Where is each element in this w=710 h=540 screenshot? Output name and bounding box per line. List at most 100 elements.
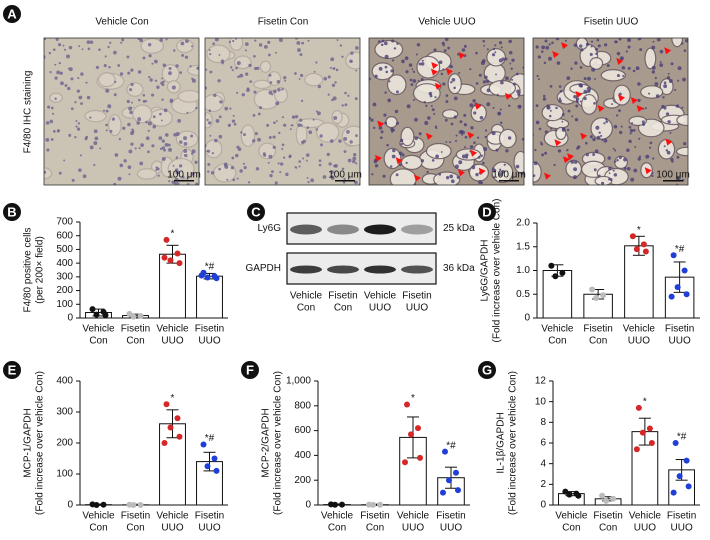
nucleus [400, 142, 403, 146]
image-border [368, 37, 525, 186]
nucleus [318, 163, 322, 167]
x-tick-label: UUO [671, 523, 693, 534]
nucleus [45, 121, 50, 125]
tubule [385, 116, 398, 129]
tubule [176, 39, 194, 54]
nucleus [161, 146, 166, 150]
nucleus [593, 168, 597, 172]
data-point [648, 440, 655, 446]
nucleus [113, 93, 117, 97]
nucleus [449, 174, 454, 179]
nucleus [515, 72, 519, 76]
nucleus [67, 86, 71, 91]
nucleus [152, 115, 156, 119]
nucleus [195, 182, 199, 185]
nucleus [401, 59, 405, 64]
nucleus [618, 130, 623, 135]
nucleus [114, 80, 117, 84]
nucleus [228, 40, 232, 44]
y-axis-label: Ly6G/GAPDH [480, 240, 491, 302]
nucleus [237, 147, 242, 151]
nucleus [152, 124, 157, 129]
nucleus [131, 101, 133, 104]
nucleus [651, 171, 654, 175]
arrowhead [478, 167, 486, 175]
nucleus [332, 67, 336, 70]
nucleus [207, 170, 210, 173]
nucleus [52, 130, 56, 133]
nucleus [516, 89, 520, 94]
nucleus [412, 79, 417, 83]
significance: *# [677, 432, 687, 443]
nucleus [306, 126, 310, 129]
nucleus [113, 182, 117, 185]
nucleus [538, 78, 541, 81]
nucleus [494, 44, 497, 47]
data-point [681, 267, 688, 274]
nucleus [623, 167, 627, 170]
band [401, 265, 433, 274]
nucleus [82, 174, 87, 179]
nucleus [627, 38, 631, 43]
nucleus [62, 44, 65, 47]
nucleus [312, 118, 315, 121]
arrowhead [618, 94, 626, 102]
nucleus [114, 153, 119, 157]
nucleus [268, 53, 271, 57]
nucleus [281, 116, 284, 119]
nucleus [441, 41, 445, 45]
nucleus [666, 150, 671, 155]
x-tick-label: Fisetin [665, 324, 694, 335]
nucleus [425, 104, 428, 107]
nucleus [191, 45, 193, 48]
arrowhead [467, 131, 475, 139]
nucleus [326, 152, 330, 157]
nucleus [229, 107, 232, 110]
nucleus [217, 79, 221, 83]
nucleus [485, 79, 490, 84]
nucleus [469, 145, 474, 149]
nucleus [54, 97, 57, 101]
data-point [332, 501, 338, 508]
nucleus [630, 177, 635, 182]
nucleus [418, 132, 422, 136]
nucleus [105, 129, 108, 132]
nucleus [383, 113, 387, 117]
x-tick-label: Fisetin [195, 511, 224, 522]
nucleus [395, 90, 399, 94]
nucleus [683, 49, 687, 53]
y-tick-label: 400 [56, 376, 73, 387]
nucleus [56, 129, 60, 133]
data-point [446, 477, 452, 484]
nucleus [618, 38, 622, 41]
nucleus [497, 112, 500, 115]
nucleus [136, 121, 140, 125]
nucleus [108, 65, 111, 69]
nucleus [244, 49, 247, 52]
nucleus [484, 75, 488, 79]
nucleus [247, 181, 251, 184]
nucleus [161, 139, 165, 143]
nucleus [48, 51, 52, 55]
nucleus [613, 173, 618, 177]
nucleus [482, 39, 486, 43]
nucleus [207, 163, 211, 166]
nucleus [544, 151, 548, 155]
nucleus [406, 104, 411, 109]
nucleus [395, 121, 400, 125]
nucleus [469, 103, 474, 108]
nucleus [374, 164, 379, 168]
nucleus [596, 38, 600, 42]
nucleus [578, 44, 583, 48]
nucleus [49, 119, 54, 124]
x-tick-label: Con [366, 523, 384, 534]
arrowhead [445, 68, 453, 76]
tubule [671, 38, 684, 48]
nucleus [629, 132, 632, 135]
nucleus [159, 147, 163, 150]
tubule [304, 72, 324, 87]
arrowhead [434, 82, 442, 90]
y-tick-label: 0.5 [516, 289, 530, 300]
nucleus [156, 85, 160, 89]
nucleus [283, 156, 286, 159]
